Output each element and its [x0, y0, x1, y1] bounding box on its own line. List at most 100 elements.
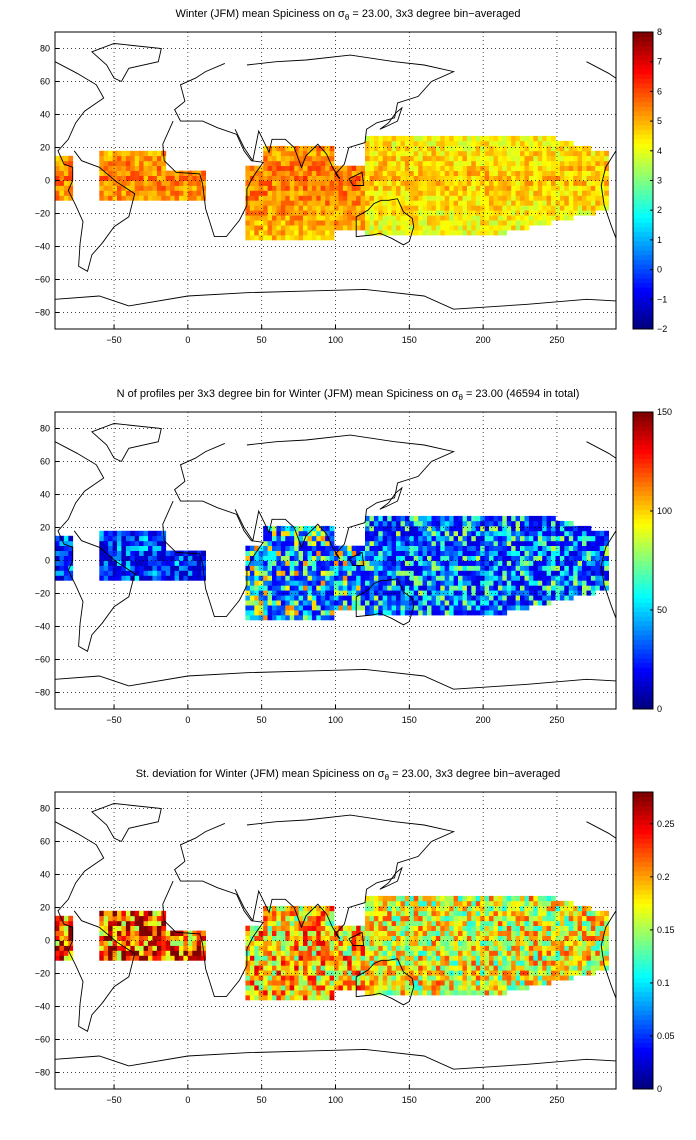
- data-cell: [595, 550, 601, 556]
- data-cell: [272, 925, 277, 931]
- data-cell: [480, 595, 485, 601]
- data-cell: [458, 940, 463, 946]
- data-cell: [404, 195, 410, 201]
- data-cell: [68, 540, 74, 546]
- data-cell: [276, 580, 282, 586]
- data-cell: [303, 935, 308, 941]
- data-cell: [161, 160, 167, 166]
- data-cell: [289, 200, 295, 206]
- data-cell: [506, 215, 512, 221]
- data-cell: [396, 950, 401, 956]
- data-cell: [325, 565, 330, 571]
- data-cell: [307, 550, 313, 556]
- data-cell: [342, 545, 348, 551]
- data-cell: [298, 160, 304, 166]
- data-cell: [435, 195, 441, 201]
- data-cell: [533, 560, 539, 566]
- data-cell: [108, 190, 113, 196]
- data-cell: [373, 195, 379, 201]
- data-cell: [475, 900, 481, 907]
- data-cell: [369, 515, 375, 522]
- data-cell: [311, 595, 317, 601]
- data-cell: [267, 965, 273, 971]
- data-cell: [396, 540, 401, 546]
- data-cell: [458, 985, 463, 991]
- data-cell: [360, 965, 366, 971]
- data-cell: [524, 145, 530, 152]
- data-cell: [289, 610, 295, 616]
- data-cell: [263, 145, 268, 152]
- data-cell: [378, 555, 384, 561]
- data-cell: [369, 965, 375, 971]
- data-cell: [156, 555, 162, 561]
- y-tick-label: −60: [35, 275, 50, 285]
- data-cell: [542, 215, 547, 221]
- data-cell: [311, 160, 317, 166]
- data-cell: [413, 935, 419, 941]
- data-cell: [316, 175, 322, 181]
- data-cell: [404, 975, 410, 981]
- data-cell: [489, 530, 494, 537]
- data-cell: [533, 550, 539, 556]
- data-cell: [148, 570, 153, 576]
- data-cell: [307, 150, 313, 157]
- data-cell: [139, 925, 144, 931]
- data-cell: [152, 185, 158, 191]
- data-cell: [99, 155, 105, 162]
- data-cell: [462, 965, 468, 971]
- data-cell: [152, 940, 158, 946]
- data-cell: [546, 555, 552, 561]
- data-cell: [387, 220, 392, 226]
- data-cell: [347, 185, 353, 191]
- data-cell: [400, 150, 406, 157]
- data-cell: [121, 920, 127, 926]
- data-cell: [360, 985, 366, 991]
- data-cell: [564, 580, 570, 586]
- data-cell: [285, 525, 291, 532]
- data-cell: [280, 155, 286, 162]
- data-cell: [103, 560, 109, 566]
- data-cell: [258, 215, 264, 221]
- data-cell: [125, 570, 131, 576]
- data-cell: [63, 940, 69, 946]
- data-cell: [453, 565, 459, 571]
- data-cell: [125, 155, 131, 162]
- data-cell: [396, 590, 401, 596]
- data-cell: [599, 565, 605, 571]
- data-cell: [573, 545, 578, 551]
- data-cell: [391, 935, 397, 941]
- data-cell: [378, 960, 384, 966]
- data-cell: [130, 530, 136, 537]
- data-cell: [453, 200, 459, 206]
- data-cell: [444, 965, 450, 971]
- data-cell: [387, 560, 392, 566]
- data-cell: [285, 615, 291, 621]
- x-tick-label: −50: [106, 335, 121, 345]
- data-cell: [130, 190, 136, 196]
- data-cell: [391, 950, 397, 956]
- data-cell: [475, 965, 481, 971]
- data-cell: [68, 195, 74, 201]
- data-cell: [413, 515, 419, 522]
- coastline: [586, 441, 617, 459]
- data-cell: [409, 145, 415, 152]
- data-cell: [422, 215, 428, 221]
- data-cell: [311, 225, 317, 231]
- data-cell: [422, 590, 428, 596]
- data-cell: [55, 940, 60, 946]
- data-cell: [258, 585, 264, 591]
- data-cell: [413, 975, 419, 981]
- data-cell: [68, 950, 74, 956]
- data-cell: [462, 985, 468, 991]
- data-cell: [272, 195, 277, 201]
- data-cell: [245, 970, 251, 976]
- data-cell: [427, 975, 432, 981]
- data-cell: [409, 950, 415, 956]
- data-cell: [480, 930, 485, 936]
- data-cell: [365, 150, 370, 157]
- data-cell: [559, 175, 565, 181]
- data-cell: [444, 980, 450, 986]
- data-cell: [263, 995, 268, 1001]
- data-cell: [365, 225, 370, 231]
- data-cell: [276, 600, 282, 606]
